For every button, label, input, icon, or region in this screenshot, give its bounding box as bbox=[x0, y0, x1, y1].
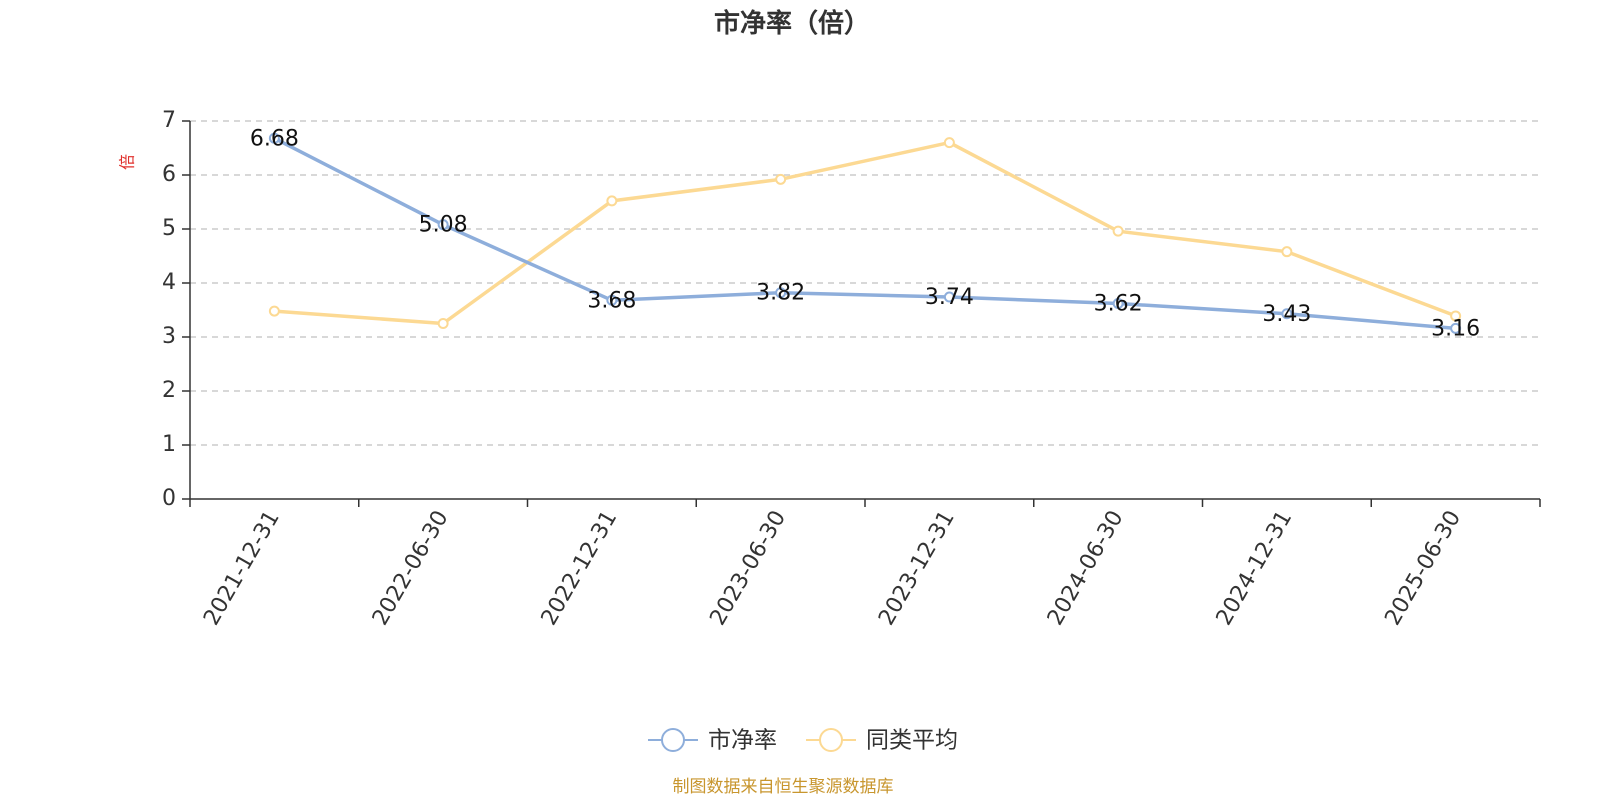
legend-marker bbox=[819, 728, 843, 752]
x-tick-label: 2024-06-30 bbox=[1043, 507, 1129, 630]
data-point[interactable] bbox=[1112, 225, 1124, 237]
grid-lines bbox=[190, 120, 1540, 446]
data-point[interactable] bbox=[268, 305, 280, 317]
series-line bbox=[274, 140, 1457, 326]
x-tick-label: 2021-12-31 bbox=[199, 507, 285, 630]
data-point[interactable] bbox=[943, 291, 955, 303]
y-tick-label: 3 bbox=[162, 324, 176, 349]
data-label: 3.82 bbox=[756, 281, 805, 306]
legend-item[interactable]: 市净率 bbox=[648, 728, 777, 754]
data-label: 3.68 bbox=[587, 288, 636, 313]
data-point[interactable] bbox=[606, 195, 618, 207]
data-label: 3.16 bbox=[1431, 316, 1480, 341]
data-label: 3.74 bbox=[925, 285, 974, 310]
legend[interactable]: 市净率 同类平均 bbox=[648, 728, 958, 754]
y-tick-label: 7 bbox=[162, 108, 176, 133]
y-tick-label: 5 bbox=[162, 216, 176, 241]
legend-label: 市净率 bbox=[708, 728, 777, 754]
y-tick-label: 6 bbox=[162, 162, 176, 187]
data-point[interactable] bbox=[775, 287, 787, 299]
y-tick-label: 2 bbox=[162, 378, 176, 403]
data-label: 3.43 bbox=[1262, 302, 1311, 327]
x-tick-label: 2025-06-30 bbox=[1380, 507, 1466, 630]
data-label: 5.08 bbox=[419, 213, 468, 238]
series-layer bbox=[268, 132, 1462, 334]
data-point[interactable] bbox=[606, 294, 618, 306]
data-label: 3.62 bbox=[1094, 292, 1143, 317]
data-point[interactable] bbox=[1281, 246, 1293, 258]
y-tick-label: 1 bbox=[162, 432, 176, 457]
data-point[interactable] bbox=[437, 219, 449, 231]
series-1 bbox=[268, 137, 1462, 329]
axes bbox=[189, 121, 1540, 500]
legend-marker bbox=[661, 728, 685, 752]
x-tick-label: 2022-06-30 bbox=[368, 507, 454, 630]
data-point[interactable] bbox=[268, 132, 280, 144]
data-point[interactable] bbox=[1281, 308, 1293, 320]
data-labels: 6.68 5.08 3.68 3.82 3.74 3.62 3.43 3.16 bbox=[250, 126, 1480, 341]
x-tick-label: 2023-12-31 bbox=[874, 507, 960, 630]
data-point[interactable] bbox=[1450, 310, 1462, 322]
series-line bbox=[273, 136, 1456, 331]
legend-label: 同类平均 bbox=[866, 728, 958, 754]
data-point[interactable] bbox=[775, 173, 787, 185]
x-tick-label: 2024-12-31 bbox=[1212, 507, 1298, 630]
y-axis-unit-label: 倍 bbox=[118, 154, 137, 170]
y-tick-label: 0 bbox=[162, 486, 176, 511]
data-label: 6.68 bbox=[250, 126, 299, 151]
chart-title: 市净率（倍） bbox=[714, 8, 870, 39]
y-axis-ticks: 0 1 2 3 4 5 6 7 bbox=[162, 108, 190, 511]
x-axis-ticks: 2021-12-31 2022-06-30 2022-12-31 2023-06-30… bbox=[189, 499, 1541, 630]
data-point[interactable] bbox=[437, 318, 449, 329]
series-0 bbox=[268, 132, 1462, 334]
y-tick-label: 4 bbox=[162, 270, 176, 295]
x-tick-label: 2023-06-30 bbox=[705, 507, 791, 630]
source-note: 制图数据来自恒生聚源数据库 bbox=[673, 777, 894, 797]
x-tick-label: 2022-12-31 bbox=[537, 507, 623, 630]
data-point[interactable] bbox=[943, 137, 955, 149]
data-point[interactable] bbox=[1112, 298, 1124, 310]
legend-item[interactable]: 同类平均 bbox=[806, 728, 958, 754]
data-point[interactable] bbox=[1450, 322, 1462, 334]
